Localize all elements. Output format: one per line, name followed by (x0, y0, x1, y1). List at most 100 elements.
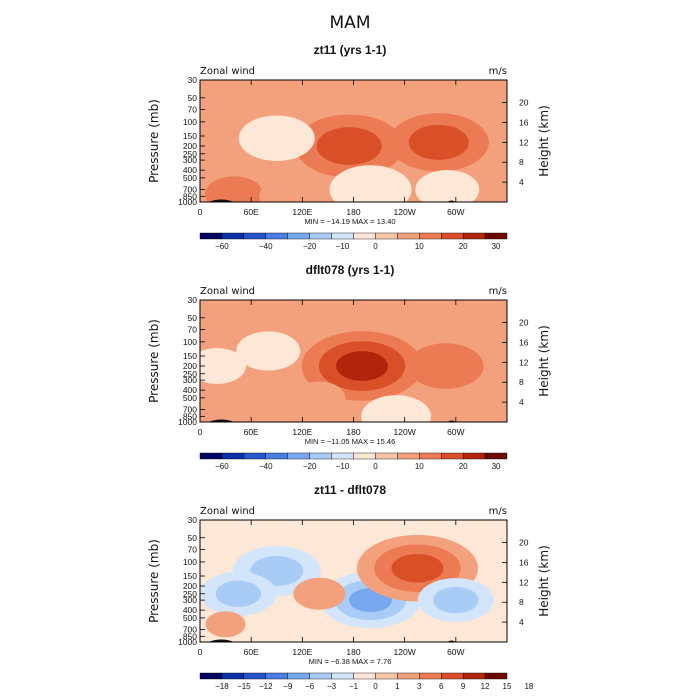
minmax-label: MIN = −14.19 MAX = 13.40 (304, 217, 395, 226)
y-tick-label: 100 (183, 557, 197, 567)
y-tick-label: 700 (183, 405, 197, 415)
field-contours (200, 534, 494, 638)
y-tick-label: 400 (183, 605, 197, 615)
y-tick-label: 400 (183, 385, 197, 395)
y-tick-label: 1000 (178, 417, 197, 427)
colorbar-label: 0 (373, 462, 378, 471)
colorbar-bin (353, 232, 376, 240)
y-tick-label: 50 (188, 93, 198, 103)
colorbar-bin (353, 452, 376, 460)
colorbar-bin (221, 452, 245, 460)
colorbar-label: 20 (459, 242, 468, 251)
y-tick-label: 250 (183, 369, 197, 379)
y-tick-label: 500 (183, 393, 197, 403)
y-tick-label: 250 (183, 589, 197, 599)
colorbar-bin (353, 672, 376, 680)
colorbar-bin (287, 672, 310, 680)
colorbar-label: 10 (415, 462, 424, 471)
colorbar-bin (243, 452, 266, 460)
y2-tick-label: 4 (519, 617, 524, 627)
colorbar-label: 9 (461, 682, 466, 691)
contour-level (236, 331, 301, 371)
y-tick-label: 150 (183, 131, 197, 141)
x-tick-label: 60E (244, 207, 259, 217)
panel-2: dflt078 (yrs 1-1)Zonal wind m/s3050701001… (147, 263, 551, 471)
colorbar-bin (331, 672, 354, 680)
colorbar-bin (441, 672, 464, 680)
y2-tick-label: 8 (519, 377, 524, 387)
colorbar-bin (331, 452, 354, 460)
colorbar-label: 0 (373, 682, 378, 691)
y2-tick-label: 4 (519, 177, 524, 187)
colorbar-bin (221, 232, 245, 240)
y2-tick-label: 12 (519, 137, 529, 147)
units-label: m/s (489, 506, 507, 517)
contour-level (361, 395, 432, 422)
y2-axis-label: Height (km) (537, 545, 551, 616)
colorbar-bin (462, 232, 486, 240)
colorbar-label: −1 (349, 682, 359, 691)
y-tick-label: 300 (183, 595, 197, 605)
contour-level (205, 176, 264, 202)
colorbar-bin (462, 452, 486, 460)
y-tick-label: 700 (183, 625, 197, 635)
colorbar-bin (484, 452, 508, 460)
x-tick-label: 60W (447, 647, 464, 657)
y2-tick-label: 16 (519, 337, 529, 347)
y-tick-label: 150 (183, 351, 197, 361)
colorbar-bin (265, 232, 288, 240)
units-label: m/s (489, 286, 507, 297)
figure-title: MAM (330, 13, 371, 33)
y2-tick-label: 12 (519, 577, 529, 587)
colorbar-label: −20 (303, 242, 317, 251)
contour-level (415, 169, 480, 202)
colorbar-bin (243, 232, 266, 240)
contour-level (215, 580, 262, 607)
minmax-label: MIN = −6.38 MAX = 7.76 (309, 657, 392, 666)
y2-tick-label: 16 (519, 557, 529, 567)
colorbar-label: 15 (503, 682, 512, 691)
y-tick-label: 200 (183, 361, 197, 371)
colorbar-label: −60 (215, 462, 229, 471)
y-tick-label: 30 (188, 515, 198, 525)
field-label: Zonal wind (200, 66, 255, 77)
contour-level (329, 165, 412, 202)
y-tick-label: 1000 (178, 637, 197, 647)
y-tick-label: 500 (183, 173, 197, 183)
colorbar-bin (375, 672, 398, 680)
y-axis-label: Pressure (mb) (147, 319, 161, 403)
colorbar-bin (309, 672, 332, 680)
colorbar-label: 20 (459, 462, 468, 471)
y2-axis-label: Height (km) (537, 325, 551, 396)
contour-level (433, 586, 479, 614)
y2-axis-label: Height (km) (537, 105, 551, 176)
panel-title: zt11 - dflt078 (314, 483, 386, 497)
colorbar-bin (309, 232, 332, 240)
colorbar-bin (441, 452, 464, 460)
colorbar-label: −15 (237, 682, 251, 691)
y2-tick-label: 16 (519, 117, 529, 127)
contour-level (238, 115, 315, 162)
x-tick-label: 60W (447, 207, 464, 217)
x-tick-label: 120E (292, 427, 312, 437)
x-tick-label: 180 (346, 207, 360, 217)
colorbar-label: −40 (259, 242, 273, 251)
panel-1: zt11 (yrs 1-1)Zonal wind m/s3050701001502… (147, 43, 551, 251)
colorbar-bin (243, 672, 266, 680)
x-tick-label: 0 (198, 207, 203, 217)
colorbar-bin (287, 452, 310, 460)
colorbar-bin (331, 232, 354, 240)
y-tick-label: 400 (183, 165, 197, 175)
colorbar-label: 30 (492, 462, 501, 471)
colorbar-bin (375, 232, 398, 240)
x-tick-label: 120W (394, 647, 416, 657)
panels: zt11 (yrs 1-1)Zonal wind m/s3050701001502… (147, 43, 551, 691)
y-tick-label: 850 (183, 191, 197, 201)
y-tick-label: 30 (188, 295, 198, 305)
contour-level (293, 577, 346, 610)
contour-level (316, 127, 382, 165)
colorbar-label: −18 (215, 682, 229, 691)
colorbar-label: 10 (415, 242, 424, 251)
